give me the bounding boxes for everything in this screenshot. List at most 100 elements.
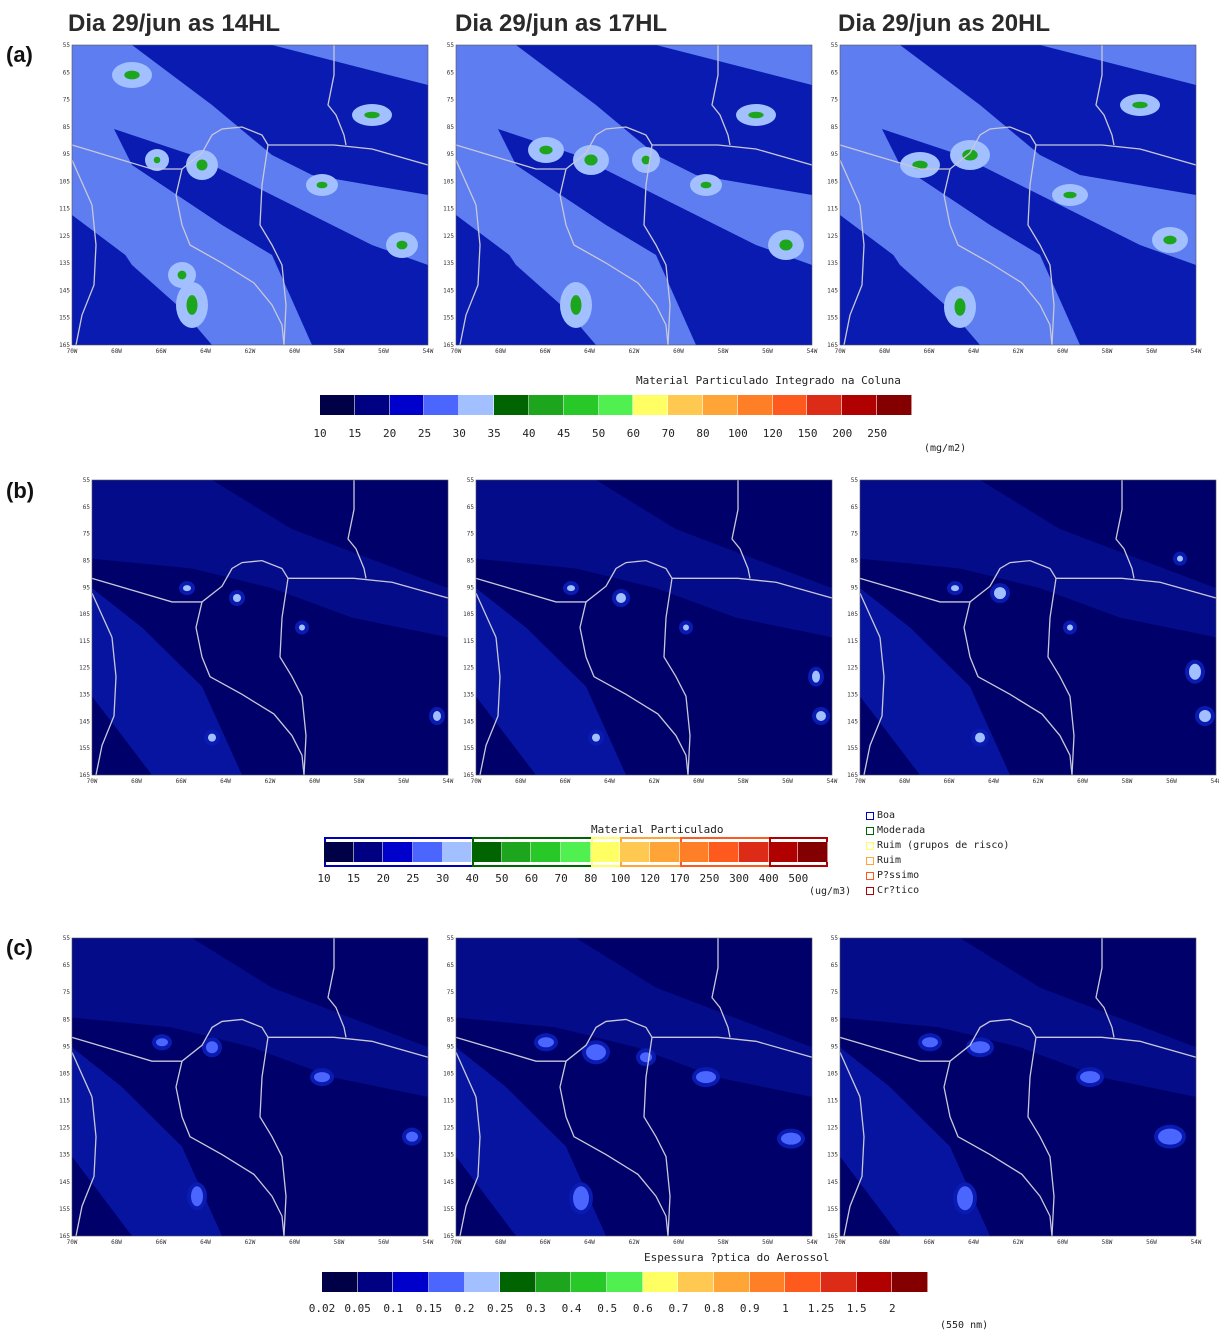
colorbar-c-segment [393,1272,429,1292]
latitude-tick-label: 145 [847,718,858,725]
longitude-tick-label: 54W [1211,778,1219,785]
high-concentration-core [539,145,553,155]
longitude-tick-label: 62W [1033,778,1044,785]
latitude-tick-label: 95 [63,151,71,158]
latitude-tick-label: 65 [831,69,839,76]
political-border-line [652,144,813,166]
latitude-tick-label: 55 [467,477,475,484]
political-border-line [1115,480,1135,579]
political-border-line [459,1096,481,1237]
hotspot-core [592,733,600,742]
latitude-tick-label: 145 [463,718,474,725]
colorbar-b-segment [798,842,828,862]
latitude-tick-label: 125 [463,665,474,672]
colorbar-b-segment [590,842,621,862]
latitude-tick-label: 95 [447,1043,455,1050]
hotspot-core [567,585,575,592]
colorbar-b-tick-label: 10 [317,872,331,885]
longitude-tick-label: 66W [560,778,571,785]
title-17hl: Dia 29/jun as 17HL [455,10,668,37]
colorbar-b-tick-label: 40 [465,872,479,885]
legend-swatch [866,841,874,850]
longitude-tick-label: 64W [200,1239,211,1246]
latitude-tick-label: 75 [447,989,455,996]
longitude-tick-label: 58W [718,348,729,355]
colorbar-b-tick-label: 20 [376,872,390,885]
latitude-tick-label: 165 [827,342,838,349]
latitude-tick-label: 115 [443,1098,454,1105]
colorbar-b-tick-label: 50 [495,872,509,885]
political-border-line [175,1061,285,1237]
colorbar-a-segment [737,395,773,415]
latitude-tick-label: 105 [443,1070,454,1077]
colorbar-c-tick-label: 0.1 [383,1302,404,1315]
longitude-tick-label: 60W [673,1239,684,1246]
hotspot-core [208,733,216,742]
latitude-tick-label: 95 [851,584,859,591]
latitude-tick-label: 165 [59,1233,70,1240]
political-border-line [839,159,861,206]
latitude-tick-label: 55 [63,42,71,49]
political-border-line [475,559,673,603]
high-concentration-core [584,154,598,166]
longitude-tick-label: 58W [1102,348,1113,355]
colorbar-a-tick-label: 40 [522,427,536,440]
political-border-line [731,480,751,579]
latitude-tick-label: 145 [827,287,838,294]
map-frame [455,937,813,1237]
longitude-tick-label: 70W [835,348,846,355]
hotspot-core [994,587,1006,600]
low-value-region [860,480,1216,638]
latitude-tick-label: 85 [851,557,859,564]
political-border-line [259,144,287,346]
colorbar-c-tick-label: 0.4 [561,1302,582,1315]
colorbar-a-tick-label: 60 [626,427,641,440]
colorbar-a-segment [877,395,912,415]
latitude-tick-label: 55 [63,935,71,942]
latitude-tick-label: 165 [79,772,90,779]
political-border-line [1027,144,1055,346]
political-border-line [652,1036,813,1058]
political-border-line [672,577,833,599]
low-value-region [92,480,448,638]
latitude-tick-label: 155 [827,315,838,322]
colorbar-b-segment [768,842,799,862]
latitude-tick-label: 135 [59,260,70,267]
longitude-tick-label: 58W [334,1239,345,1246]
colorbar-c-tick-label: 0.5 [597,1302,618,1315]
longitude-tick-label: 66W [176,778,187,785]
colorbar-c-unit: (550 nm) [940,1320,989,1331]
colorbar-b-segment [353,842,384,862]
row-label-b: (b) [6,478,35,503]
longitude-tick-label: 62W [649,778,660,785]
longitude-tick-label: 70W [835,1239,846,1246]
longitude-tick-label: 56W [1146,348,1157,355]
latitude-tick-label: 155 [59,1206,70,1213]
longitude-tick-label: 62W [1013,1239,1024,1246]
high-concentration-core [779,239,793,251]
quality-bracket-line [768,865,828,867]
colorbar-b-segment [412,842,443,862]
longitude-tick-label: 68W [495,348,506,355]
political-border-line [455,1051,477,1098]
colorbar-c-segment [535,1272,572,1292]
latitude-tick-label: 105 [79,611,90,618]
latitude-tick-label: 155 [443,1206,454,1213]
high-concentration-core [962,149,978,161]
longitude-tick-label: 54W [827,778,838,785]
longitude-tick-label: 66W [156,1239,167,1246]
colorbar-a-tick-label: 20 [383,427,397,440]
political-border-line [455,1018,653,1062]
hotspot-core [957,1186,973,1211]
latitude-tick-label: 55 [447,42,455,49]
latitude-tick-label: 125 [827,1125,838,1132]
latitude-tick-label: 125 [79,665,90,672]
map-frame [839,937,1197,1237]
latitude-tick-label: 145 [79,718,90,725]
latitude-tick-label: 125 [827,233,838,240]
political-border-line [259,1037,287,1237]
political-border-line [1036,1036,1197,1058]
latitude-tick-label: 165 [443,342,454,349]
longitude-tick-label: 62W [265,778,276,785]
